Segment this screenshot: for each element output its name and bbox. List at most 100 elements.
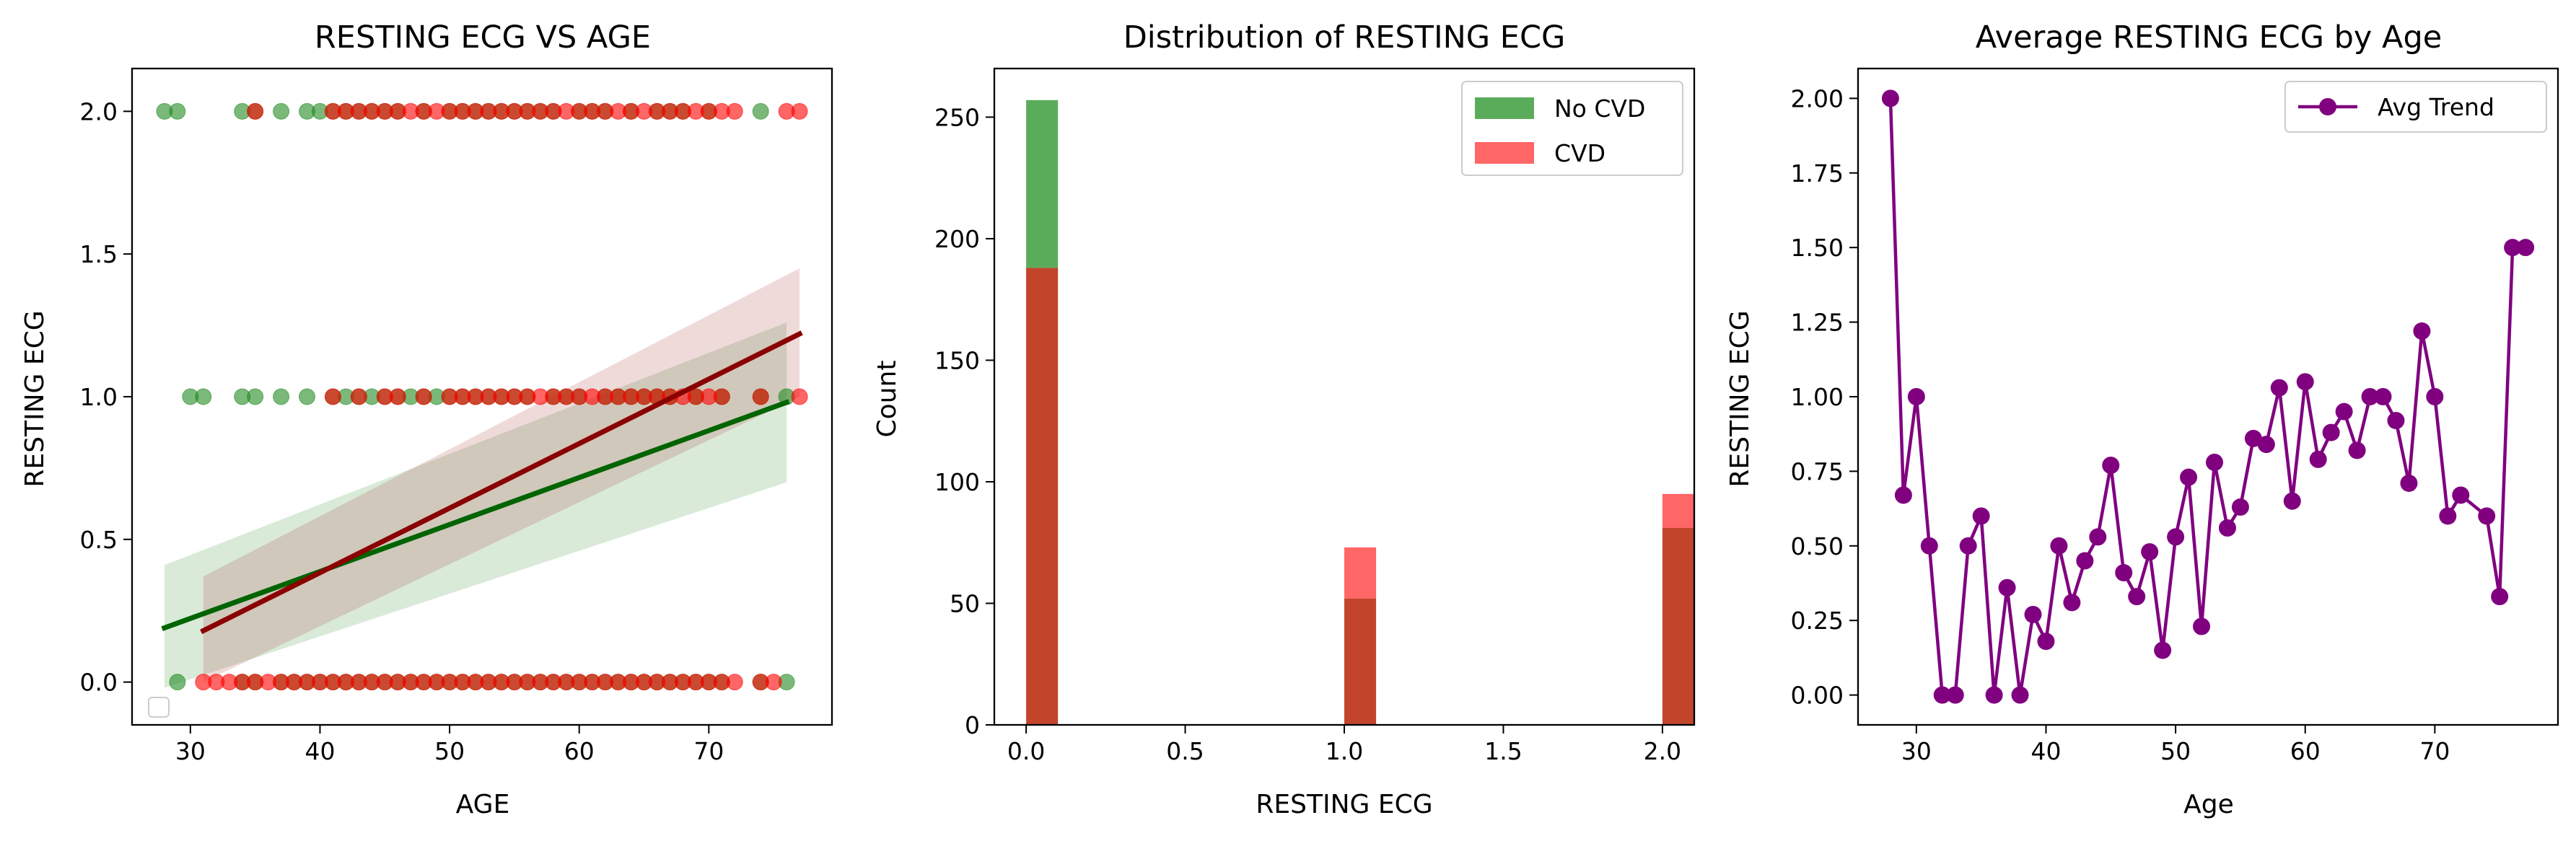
y-axis-label: RESTING ECG xyxy=(1725,310,1755,487)
y-tick-label: 2.0 xyxy=(80,97,118,126)
data-point xyxy=(2141,543,2159,561)
x-tick-label: 40 xyxy=(305,737,335,765)
legend-box xyxy=(148,697,170,718)
scatter-point xyxy=(195,388,212,405)
y-axis-label: Count xyxy=(872,361,902,438)
regression-line xyxy=(161,399,790,631)
data-point xyxy=(2413,322,2431,340)
data-point xyxy=(2205,454,2223,471)
x-tick-label: 60 xyxy=(2290,737,2321,765)
y-tick-label: 0.5 xyxy=(80,526,118,554)
scatter-panel: RESTING ECG VS AGE AGE RESTING ECG 30 40 5… xyxy=(20,19,833,819)
histogram-bar xyxy=(1344,598,1377,725)
data-point xyxy=(2193,617,2211,635)
legend-label: CVD xyxy=(1554,139,1605,167)
y-tick-label: 1.25 xyxy=(1791,309,1844,337)
data-point xyxy=(2037,633,2055,651)
data-point xyxy=(2400,474,2418,492)
data-point xyxy=(1985,686,2003,704)
x-axis-label: Age xyxy=(2183,790,2234,819)
scatter-point xyxy=(415,388,432,405)
histogram-bar xyxy=(1344,547,1377,599)
scatter-point xyxy=(169,102,186,120)
scatter-point xyxy=(726,674,743,691)
data-point xyxy=(2115,564,2133,582)
data-point xyxy=(2024,605,2042,623)
data-point xyxy=(2335,402,2353,420)
data-point xyxy=(2076,552,2094,570)
scatter-point xyxy=(752,102,769,120)
line-panel: Average RESTING ECG by Age Age RESTING E… xyxy=(1725,19,2559,819)
y-tick-label: 250 xyxy=(934,103,980,131)
x-tick-label: 0.0 xyxy=(1007,737,1045,765)
y-tick-label: 150 xyxy=(934,346,980,374)
chart-title: Average RESTING ECG by Age xyxy=(1976,19,2442,56)
data-point xyxy=(2231,498,2249,516)
confidence-band xyxy=(164,322,787,688)
x-tick-label: 50 xyxy=(434,737,465,765)
histogram-bar xyxy=(1026,268,1059,725)
data-point xyxy=(2517,239,2535,257)
scatter-point xyxy=(713,388,730,405)
scatter-point xyxy=(273,388,290,405)
data-point xyxy=(2348,441,2366,459)
data-point xyxy=(2504,239,2522,257)
x-tick-label: 50 xyxy=(2160,737,2191,765)
legend-marker xyxy=(2319,98,2336,115)
histogram-panel: Distribution of RESTING ECG RESTING ECG … xyxy=(872,19,1696,819)
legend-box xyxy=(2284,81,2547,133)
regression-line xyxy=(200,330,803,635)
scatter-point xyxy=(791,388,808,405)
y-tick-label: 1.5 xyxy=(80,240,118,268)
scatter-point xyxy=(324,388,341,405)
x-tick-label: 2.0 xyxy=(1644,737,1681,765)
y-tick-label: 1.50 xyxy=(1791,234,1844,262)
x-tick-label: 30 xyxy=(175,737,206,765)
y-tick-label: 0 xyxy=(965,711,980,739)
x-tick-label: 70 xyxy=(693,737,724,765)
x-tick-label: 1.0 xyxy=(1326,737,1363,765)
data-point xyxy=(2309,450,2327,468)
y-axis-label: RESTING ECG xyxy=(20,310,50,487)
scatter-point xyxy=(247,102,264,120)
legend-swatch xyxy=(1475,97,1534,119)
data-point xyxy=(2167,528,2185,546)
scatter-point xyxy=(752,388,769,405)
x-tick-label: 70 xyxy=(2419,737,2450,765)
data-point xyxy=(2011,686,2029,704)
data-point xyxy=(2270,379,2288,397)
scatter-point xyxy=(247,388,264,405)
data-point xyxy=(2387,412,2405,430)
histogram-bar xyxy=(1662,493,1694,528)
data-point xyxy=(2102,457,2120,475)
scatter-point xyxy=(726,102,743,120)
data-point xyxy=(2244,429,2262,447)
data-point xyxy=(2089,528,2107,546)
data-point xyxy=(2128,588,2146,606)
y-tick-label: 2.00 xyxy=(1791,84,1844,113)
y-tick-label: 0.00 xyxy=(1791,682,1844,710)
y-tick-label: 0.0 xyxy=(80,669,118,697)
legend-label: No CVD xyxy=(1554,94,1645,123)
scatter-point xyxy=(765,674,782,691)
data-point xyxy=(1907,388,1925,405)
data-point xyxy=(1972,507,1990,525)
data-point xyxy=(2257,436,2275,454)
data-point xyxy=(1920,537,1938,555)
data-point xyxy=(2218,519,2236,537)
histogram-bar xyxy=(1662,528,1694,725)
data-point xyxy=(2491,588,2509,606)
data-point xyxy=(1881,89,1899,107)
x-tick-label: 40 xyxy=(2030,737,2061,765)
y-tick-label: 0.50 xyxy=(1791,532,1844,560)
chart-title: Distribution of RESTING ECG xyxy=(1123,19,1566,56)
data-point xyxy=(1998,578,2016,596)
data-point xyxy=(2374,388,2392,405)
scatter-point xyxy=(791,102,808,120)
y-tick-label: 100 xyxy=(934,468,980,496)
y-tick-label: 200 xyxy=(934,225,980,253)
data-point xyxy=(2426,388,2444,405)
data-point xyxy=(1933,686,1951,704)
chart-title: RESTING ECG VS AGE xyxy=(315,19,651,56)
data-point xyxy=(2478,507,2496,525)
